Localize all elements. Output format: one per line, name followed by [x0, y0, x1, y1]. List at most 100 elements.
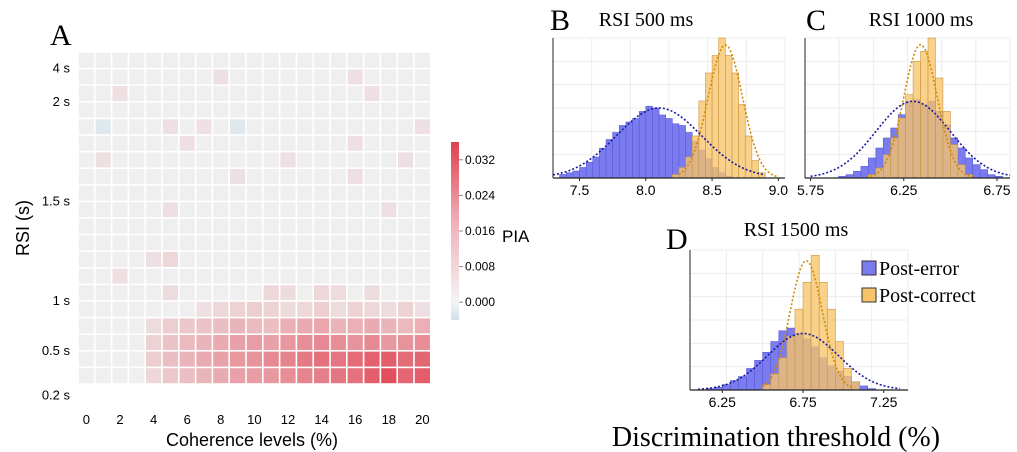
- heatmap-cell: [314, 202, 330, 218]
- panel-c-letter: C: [806, 4, 826, 37]
- heatmap-cell: [179, 102, 195, 118]
- bar-post-error: [638, 111, 647, 179]
- heatmap-cell: [230, 169, 246, 184]
- heatmap-cell: [78, 301, 94, 317]
- heatmap-cell: [196, 202, 212, 218]
- heatmap-cell: [381, 119, 397, 135]
- bar-post-correct: [678, 167, 686, 179]
- heatmap-cell: [112, 152, 128, 168]
- heatmap-cell: [129, 285, 145, 301]
- heatmap-cell: [162, 185, 178, 201]
- bar-post-error: [605, 139, 613, 179]
- heatmap-cell: [330, 135, 346, 151]
- heatmap-cell: [230, 102, 246, 118]
- heatmap-cell: [179, 301, 195, 317]
- heatmap-cell: [95, 69, 111, 85]
- heatmap-cell: [179, 335, 195, 350]
- heatmap-cell: [280, 235, 296, 251]
- heatmap-cell: [398, 301, 414, 317]
- heatmap-cell: [95, 119, 111, 135]
- heatmap-x-label: Coherence levels (%): [166, 430, 338, 450]
- heatmap-cell: [78, 202, 94, 218]
- heatmap-cell: [246, 152, 262, 168]
- bar-post-error: [572, 170, 580, 179]
- heatmap-cell: [314, 351, 330, 367]
- heatmap-cell: [364, 152, 380, 168]
- heatmap-cell: [230, 135, 246, 151]
- heatmap-cell: [347, 268, 363, 284]
- heatmap-cell: [263, 351, 279, 367]
- heatmap-cell: [347, 335, 363, 350]
- heatmap-cell: [314, 86, 330, 101]
- heatmap-cell: [347, 368, 363, 384]
- x-tick-label: 7.5: [570, 182, 590, 198]
- heatmap-cell: [347, 285, 363, 301]
- heatmap-cell: [196, 119, 212, 135]
- heatmap-cell: [129, 169, 145, 184]
- heatmap-cell: [230, 351, 246, 367]
- panel-d-title: RSI 1500 ms: [744, 219, 849, 241]
- bar-post-error: [632, 118, 640, 179]
- heatmap-cell: [230, 268, 246, 284]
- heatmap-cell: [230, 335, 246, 350]
- heatmap-cell: [414, 119, 430, 135]
- heatmap-cell: [398, 235, 414, 251]
- legend-label-post-correct: Post-correct: [879, 285, 976, 307]
- bar-post-error: [592, 156, 600, 179]
- heatmap-cell: [314, 285, 330, 301]
- heatmap-cell: [112, 135, 128, 151]
- heatmap-cell: [129, 235, 145, 251]
- heatmap-cell: [162, 169, 178, 184]
- heatmap-cell: [129, 185, 145, 201]
- heatmap-cell: [414, 285, 430, 301]
- heatmap-cell: [196, 69, 212, 85]
- heatmap-cell: [246, 335, 262, 350]
- heatmap-cell: [196, 285, 212, 301]
- heatmap-cell: [381, 185, 397, 201]
- heatmap-cell: [314, 368, 330, 384]
- heatmap-cell: [213, 252, 229, 267]
- heatmap-cell: [230, 202, 246, 218]
- fit-curve-post-correct: [762, 259, 852, 389]
- heatmap-cell: [398, 335, 414, 350]
- heatmap-cell: [263, 252, 279, 267]
- heatmap-cell: [280, 268, 296, 284]
- colorbar-tick-label: 0.016: [465, 224, 495, 238]
- heatmap-cell: [230, 152, 246, 168]
- bar-post-correct: [851, 381, 860, 391]
- heatmap-cell: [78, 351, 94, 367]
- heatmap-cell: [129, 52, 145, 68]
- bar-post-error: [972, 164, 981, 179]
- x-tick-label: 6.25: [890, 182, 917, 198]
- heatmap-cell: [230, 69, 246, 85]
- heatmap-x-tick: 14: [314, 412, 328, 427]
- heatmap-cell: [246, 268, 262, 284]
- heatmap-cell: [213, 318, 229, 334]
- heatmap-cell: [213, 86, 229, 101]
- heatmap-cell: [314, 301, 330, 317]
- heatmap-cell: [364, 368, 380, 384]
- heatmap-cell: [364, 268, 380, 284]
- heatmap-cell: [246, 252, 262, 267]
- heatmap-cell: [280, 252, 296, 267]
- heatmap-cell: [330, 285, 346, 301]
- bar-post-error: [754, 360, 763, 391]
- bar-post-error: [658, 114, 666, 179]
- heatmap-cell: [162, 119, 178, 135]
- x-tick-label: 6.75: [983, 182, 1010, 198]
- heatmap-cell: [381, 368, 397, 384]
- fit-curve-post-correct: [678, 44, 779, 178]
- heatmap-cell: [78, 86, 94, 101]
- heatmap-cell: [162, 135, 178, 151]
- panel-a-heatmap: A 0 2 4 6 8 10 12 14 16 18 20 4 s 2 s 1.5 s 1 s 0.5 s 0…: [13, 19, 530, 450]
- heatmap-cell: [112, 218, 128, 234]
- heatmap-cell: [196, 218, 212, 234]
- heatmap-cell: [95, 351, 111, 367]
- heatmap-cell: [129, 268, 145, 284]
- heatmap-cell: [381, 335, 397, 350]
- heatmap-cell: [280, 335, 296, 350]
- fit-curve-post-error: [810, 100, 1011, 178]
- heatmap-cell: [246, 169, 262, 184]
- heatmap-cell: [78, 235, 94, 251]
- bar-post-correct: [786, 335, 796, 391]
